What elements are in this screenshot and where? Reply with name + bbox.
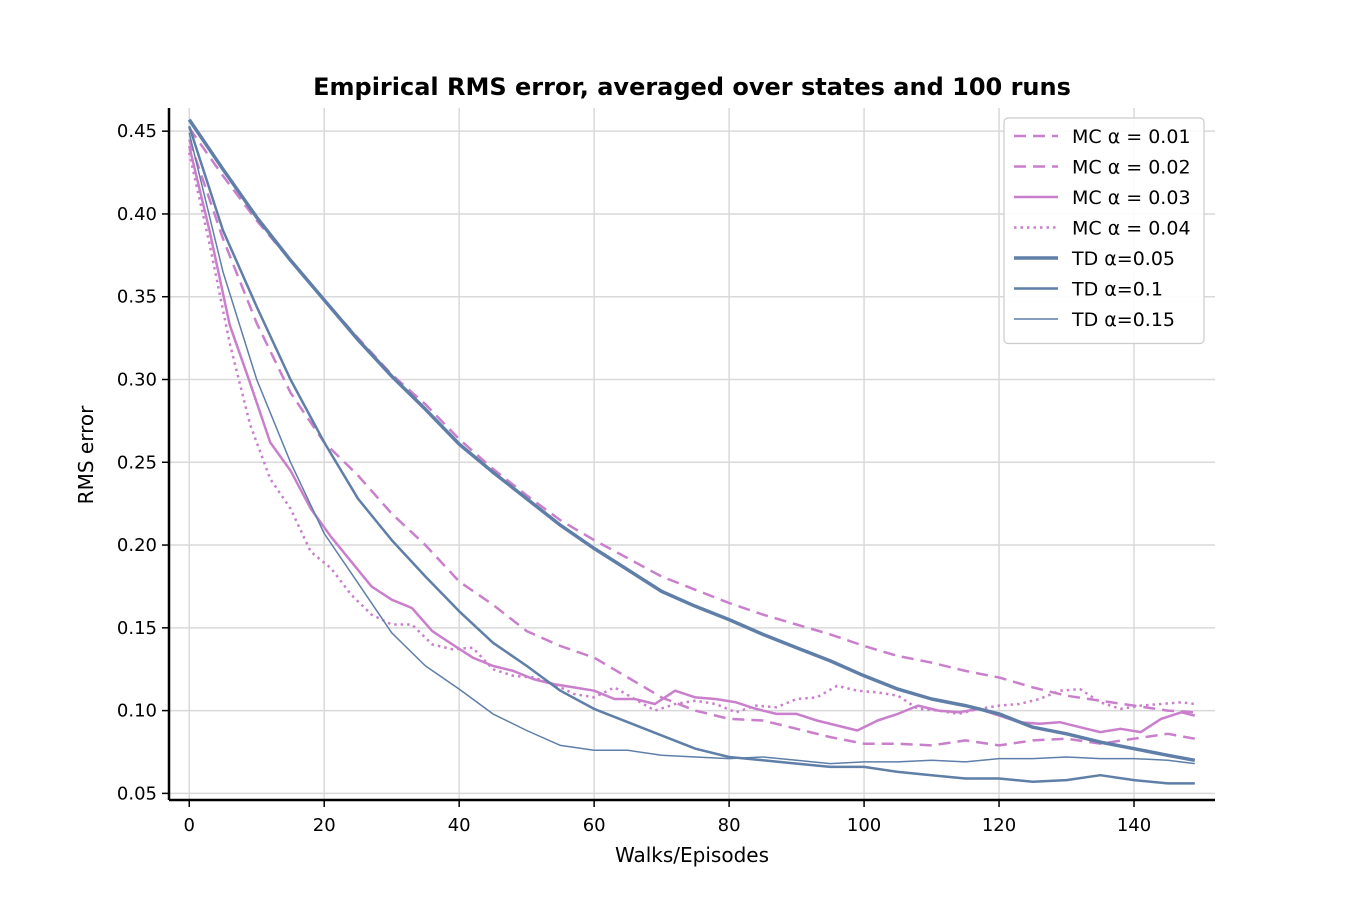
chart-title: Empirical RMS error, averaged over state… [313,73,1071,101]
legend-entry-label: MC α = 0.04 [1072,218,1191,240]
y-tick-label: 0.20 [117,535,157,556]
tick-labels: 0 20 40 60 80 100 120 140 0.05 0.10 0.15 0.20 0.25 0.… [117,121,1151,836]
x-tick-label: 100 [847,815,881,836]
series-line-6 [188,125,1195,785]
y-tick-label: 0.05 [117,783,157,804]
x-tick-label: 20 [313,815,336,836]
series-line-4 [187,152,1195,716]
legend-box [1003,117,1205,345]
legend: MC α = 0.01 MC α = 0.02 MC α = 0.03 MC α = … [1003,117,1205,345]
axes [162,108,1215,807]
x-tick-label: 80 [718,815,741,836]
y-tick-label: 0.30 [117,370,157,391]
series-line-3 [187,145,1196,734]
legend-entry-label: TD α=0.05 [1071,248,1175,270]
y-tick-label: 0.40 [117,204,157,225]
x-tick-label: 60 [583,815,606,836]
y-tick-label: 0.10 [117,701,157,722]
y-tick-label: 0.45 [117,121,157,142]
x-tick-label: 40 [448,815,471,836]
grid-lines [169,108,1215,800]
x-axis-label: Walks/Episodes [615,843,769,867]
legend-entry-label: MC α = 0.02 [1072,157,1191,179]
series-line-7 [188,132,1195,765]
x-tick-label: 0 [184,815,195,836]
series-line-2 [188,139,1196,747]
series-line-5 [187,118,1196,763]
y-tick-label: 0.15 [117,618,157,639]
legend-entry-label: TD α=0.1 [1071,279,1163,301]
x-tick-label: 140 [1117,815,1151,836]
legend-entry-label: TD α=0.15 [1071,309,1175,331]
x-tick-label: 120 [982,815,1016,836]
y-tick-label: 0.35 [117,287,157,308]
y-axis-label: RMS error [74,405,98,504]
y-tick-label: 0.25 [117,452,157,473]
legend-entry-label: MC α = 0.03 [1072,187,1191,209]
series-group [187,118,1196,785]
legend-entry-label: MC α = 0.01 [1072,126,1191,148]
